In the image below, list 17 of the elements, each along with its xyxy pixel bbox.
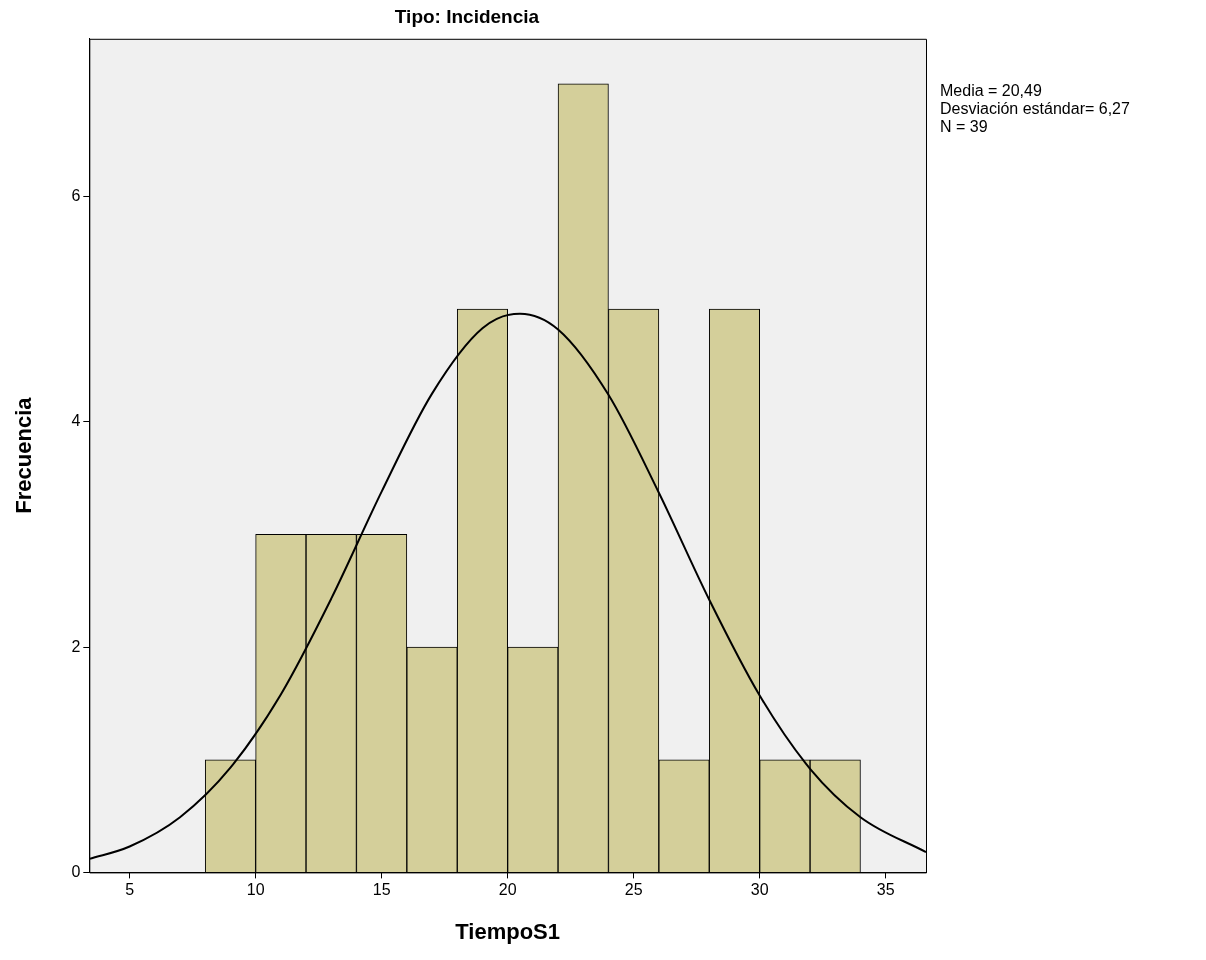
text: Media = 20,49 [940,82,1042,100]
x-tick-label: 15 [372,881,391,899]
text: Desviación estándar= 6,27 [940,100,1130,118]
y-tick-label: 4 [71,412,81,430]
x-tick-label: 20 [498,881,517,899]
x-tick-label: 30 [750,881,769,899]
y-tick-label: 6 [71,186,81,204]
text: N = 39 [940,118,988,136]
x-tick-label: 5 [125,881,135,899]
y-axis-title: Frecuencia [11,396,37,514]
y-tick-label: 2 [71,637,81,655]
x-tick-label: 35 [876,881,895,899]
x-tick-label: 25 [624,881,643,899]
y-tick-label: 0 [71,862,81,880]
x-tick-label: 10 [246,881,265,899]
chart-title: Tipo: Incidencia [394,5,540,27]
x-axis-title: TiempoS1 [455,918,561,944]
